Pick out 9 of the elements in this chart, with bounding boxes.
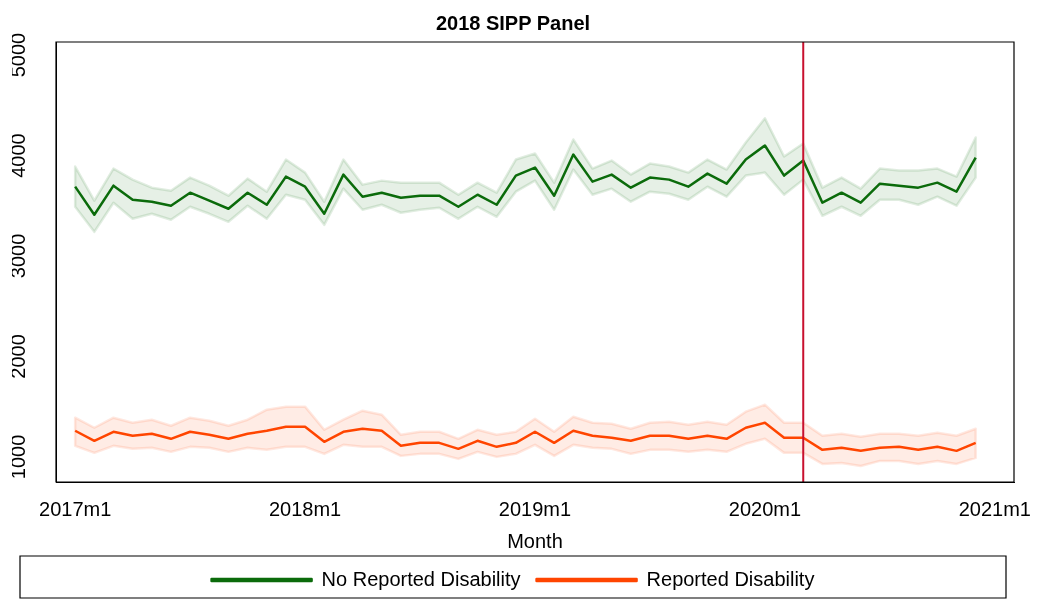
x-tick-label: 2021m1	[958, 497, 1031, 520]
x-tick-label: 2019m1	[498, 497, 572, 520]
x-tick-label: 2017m1	[39, 497, 112, 520]
legend-label: No Reported Disability	[321, 567, 521, 590]
x-tick-label: 2020m1	[728, 497, 802, 520]
x-axis-title: Month	[507, 529, 563, 552]
chart-title: 2018 SIPP Panel	[435, 11, 591, 34]
legend-label: Reported Disability	[646, 567, 815, 590]
x-tick-label: 2018m1	[268, 497, 342, 520]
